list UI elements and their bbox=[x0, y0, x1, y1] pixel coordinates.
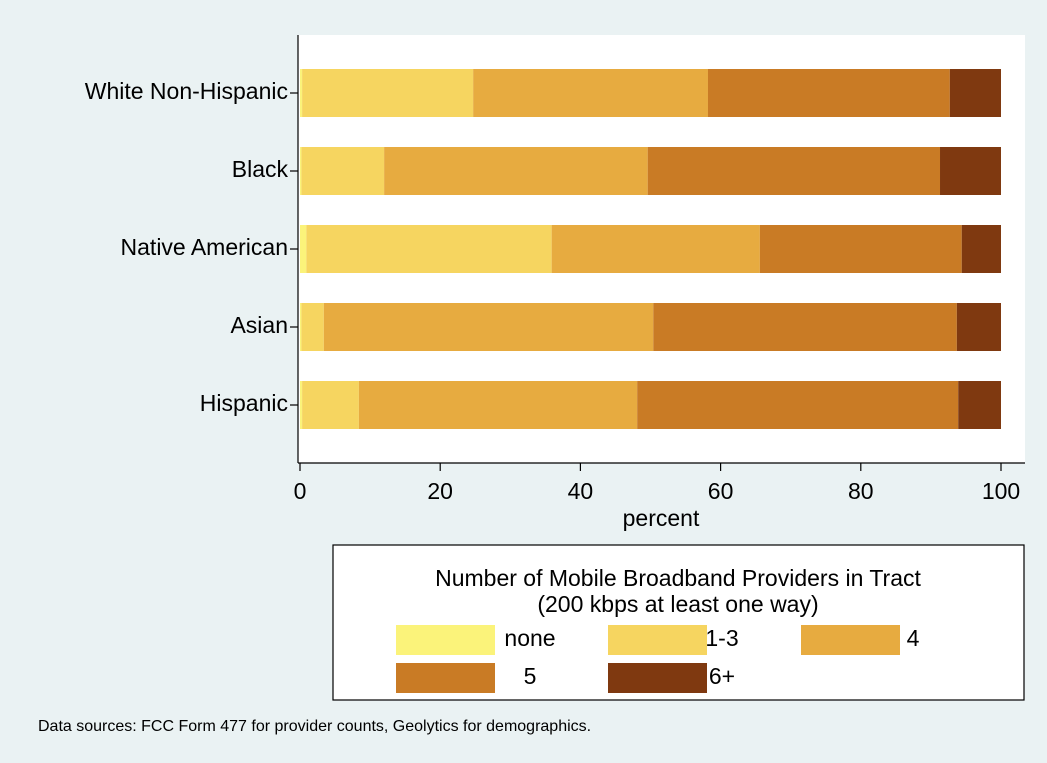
x-tick-label: 0 bbox=[294, 478, 307, 504]
y-tick-label: Black bbox=[232, 156, 289, 182]
y-tick-label: Hispanic bbox=[200, 390, 288, 416]
bar-segment bbox=[949, 69, 1001, 117]
y-tick-label: Native American bbox=[121, 234, 288, 260]
y-tick-label: Asian bbox=[230, 312, 288, 338]
legend-label: 4 bbox=[907, 625, 920, 651]
bar-segment bbox=[300, 303, 302, 351]
x-axis-label: percent bbox=[623, 505, 700, 531]
bar-segment bbox=[961, 225, 1001, 273]
bar-segment bbox=[653, 303, 957, 351]
x-tick-label: 100 bbox=[982, 478, 1020, 504]
legend-swatch bbox=[608, 625, 707, 655]
bar-segment bbox=[300, 69, 303, 117]
legend-title: Number of Mobile Broadband Providers in … bbox=[435, 565, 921, 591]
bar-segment bbox=[551, 225, 760, 273]
legend-label: 1-3 bbox=[705, 625, 738, 651]
x-tick-label: 40 bbox=[568, 478, 594, 504]
legend-swatch bbox=[396, 663, 495, 693]
bar-segment bbox=[302, 69, 474, 117]
bar-segment bbox=[956, 303, 1001, 351]
bar-segment bbox=[940, 147, 1001, 195]
bar-segment bbox=[647, 147, 941, 195]
bar-segment bbox=[707, 69, 950, 117]
legend-label: 6+ bbox=[709, 663, 735, 689]
bar-segment bbox=[300, 225, 307, 273]
legend-title: (200 kbps at least one way) bbox=[537, 591, 818, 617]
legend-label: none bbox=[504, 625, 555, 651]
bar-segment bbox=[384, 147, 648, 195]
bar-segment bbox=[302, 381, 359, 429]
legend-swatch bbox=[608, 663, 707, 693]
legend-label: 5 bbox=[524, 663, 537, 689]
bar-segment bbox=[473, 69, 708, 117]
bar-segment bbox=[637, 381, 959, 429]
legend-swatch bbox=[396, 625, 495, 655]
bar-segment bbox=[358, 381, 638, 429]
bar-segment bbox=[300, 147, 302, 195]
y-tick-label: White Non-Hispanic bbox=[85, 78, 288, 104]
x-tick-label: 60 bbox=[708, 478, 734, 504]
bar-segment bbox=[958, 381, 1001, 429]
x-tick-label: 80 bbox=[848, 478, 874, 504]
x-tick-label: 20 bbox=[427, 478, 453, 504]
bar-segment bbox=[300, 381, 303, 429]
bar-segment bbox=[301, 147, 385, 195]
bar-segment bbox=[301, 303, 324, 351]
note: Data sources: FCC Form 477 for provider … bbox=[38, 718, 591, 735]
bar-segment bbox=[306, 225, 552, 273]
legend-swatch bbox=[801, 625, 900, 655]
bar-segment bbox=[759, 225, 962, 273]
bar-segment bbox=[323, 303, 654, 351]
